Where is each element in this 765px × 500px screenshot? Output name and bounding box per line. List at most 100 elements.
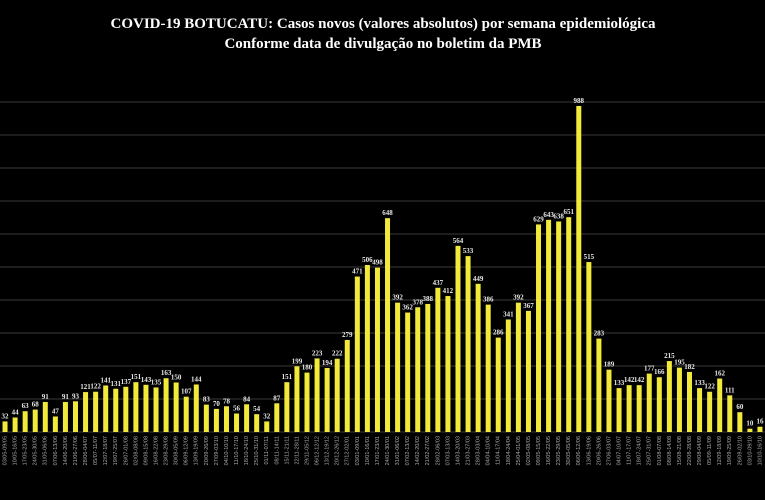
bar: [103, 385, 109, 432]
x-tick-label: 22/08-28/08: [687, 436, 693, 465]
value-label: 137: [121, 378, 132, 386]
bar: [707, 391, 713, 432]
value-label: 215: [664, 352, 675, 360]
value-label: 378: [412, 298, 423, 306]
value-label: 199: [292, 357, 303, 365]
x-tick-label: 20/06-26/06: [596, 436, 602, 465]
bar: [425, 303, 431, 432]
x-tick-label: 28/03-03/04: [476, 436, 482, 465]
x-tick-label: 30/08-05/09: [174, 436, 180, 465]
value-label: 437: [433, 279, 444, 287]
x-tick-label: 05/07-11/07: [93, 436, 99, 465]
value-label: 182: [684, 363, 695, 371]
value-label: 70: [213, 400, 221, 408]
value-label: 392: [513, 294, 524, 302]
x-tick-label: 15/11-21/11: [284, 436, 290, 465]
value-label: 16: [756, 418, 764, 426]
bar: [636, 385, 642, 432]
bar: [656, 377, 662, 432]
value-label: 533: [463, 247, 474, 255]
x-tick-label: 10/01-16/01: [365, 436, 371, 465]
value-label: 60: [736, 403, 744, 411]
x-tick-label: 14/02-20/02: [415, 436, 421, 465]
x-tick-label: 24/05-30/05: [33, 436, 39, 465]
x-tick-label: 22/11-28/11: [294, 436, 300, 465]
value-label: 638: [553, 212, 564, 220]
bar: [83, 392, 89, 432]
value-label: 498: [372, 259, 383, 267]
x-tick-label: 02/05-08/05: [526, 436, 532, 465]
x-tick-label: 07/06-13/06: [53, 436, 59, 465]
value-label: 122: [704, 383, 715, 391]
value-label: 195: [674, 359, 685, 367]
x-tick-label: 20/12-26/12: [335, 436, 341, 465]
value-label: 341: [503, 310, 514, 318]
bar: [163, 378, 169, 432]
value-label: 68: [32, 401, 40, 409]
value-label: 143: [141, 376, 152, 384]
value-label: 223: [312, 349, 323, 357]
x-tick-label: 21/02-27/02: [425, 436, 431, 465]
value-label: 122: [90, 383, 101, 391]
x-tick-label: 01/11-07/11: [264, 436, 270, 465]
chart-subtitle: Conforme data de divulgação no boletim d…: [224, 36, 541, 52]
bar: [697, 388, 703, 432]
bar: [626, 385, 632, 432]
value-label: 629: [533, 215, 544, 223]
value-label: 189: [604, 361, 615, 369]
value-label: 651: [563, 208, 574, 216]
value-label: 412: [443, 287, 454, 295]
x-tick-label: 16/08-22/08: [153, 436, 159, 465]
value-label: 163: [161, 369, 172, 377]
bar: [717, 378, 723, 432]
x-tick-label: 21/06-27/06: [73, 436, 79, 465]
x-tick-label: 14/03-20/03: [455, 436, 461, 465]
x-tick-label: 30/05-05/06: [566, 436, 572, 465]
bar: [485, 304, 491, 432]
bar: [22, 411, 28, 432]
value-label: 283: [594, 330, 605, 338]
bar: [334, 358, 340, 432]
value-label: 222: [332, 350, 343, 358]
x-tick-label: 28/02-06/03: [435, 436, 441, 465]
value-label: 392: [392, 294, 403, 302]
bar: [294, 366, 300, 432]
bar: [133, 382, 139, 432]
bar: [586, 262, 592, 432]
bar: [525, 310, 531, 432]
value-label: 141: [100, 376, 111, 384]
x-tick-label: 03/01-09/01: [355, 436, 361, 465]
bar: [173, 382, 179, 432]
value-label: 142: [634, 376, 645, 384]
bar: [495, 337, 501, 432]
value-label: 506: [362, 256, 373, 264]
bar: [505, 319, 511, 432]
x-tick-label: 02/08-08/08: [133, 436, 139, 465]
x-tick-label: 03/05-09/05: [2, 436, 8, 465]
bar: [123, 386, 129, 432]
value-label: 135: [151, 378, 162, 386]
value-label: 166: [654, 368, 665, 376]
bar: [676, 367, 682, 432]
value-label: 32: [2, 412, 10, 420]
bar: [143, 384, 149, 432]
value-label: 131: [111, 380, 122, 388]
value-label: 87: [273, 394, 281, 402]
bar: [566, 217, 572, 432]
x-tick-label: 08/11-14/11: [274, 436, 280, 465]
value-label: 142: [624, 376, 635, 384]
x-tick-label: 23/05-29/05: [556, 436, 562, 465]
value-label: 93: [72, 392, 80, 400]
bar: [32, 409, 38, 432]
x-tick-label: 31/05-06/06: [43, 436, 49, 465]
bar: [314, 358, 320, 432]
bar: [546, 219, 552, 432]
bar: [304, 372, 310, 432]
value-label: 91: [62, 393, 70, 401]
x-tick-label: 17/05-23/05: [23, 436, 29, 465]
bar: [264, 421, 270, 432]
bar: [395, 302, 401, 432]
value-label: 133: [694, 379, 705, 387]
bar: [274, 403, 280, 432]
